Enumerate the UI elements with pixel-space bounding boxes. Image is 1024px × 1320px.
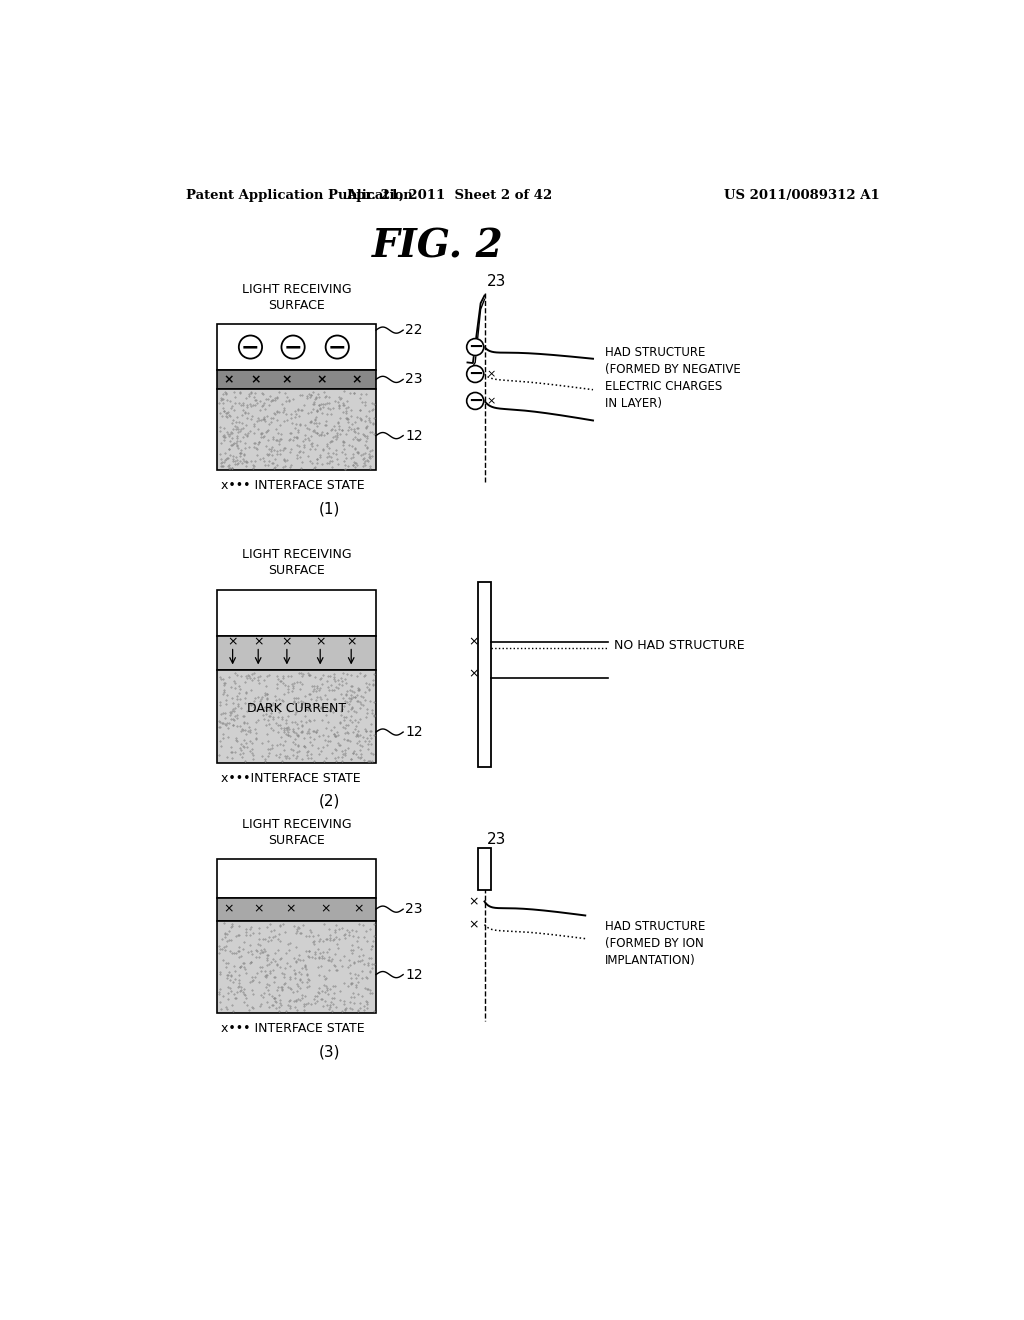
Text: −: −: [468, 338, 482, 356]
Text: HAD STRUCTURE
(FORMED BY ION
IMPLANTATION): HAD STRUCTURE (FORMED BY ION IMPLANTATIO…: [604, 920, 705, 968]
Text: x••• INTERFACE STATE: x••• INTERFACE STATE: [221, 1022, 365, 1035]
Bar: [217, 671, 376, 763]
Bar: [217, 389, 376, 470]
Text: FIG. 2: FIG. 2: [372, 228, 504, 265]
Bar: [477, 582, 492, 767]
Text: ×: ×: [486, 396, 496, 407]
Text: LIGHT RECEIVING
SURFACE: LIGHT RECEIVING SURFACE: [242, 548, 351, 577]
Bar: [217, 636, 376, 671]
Bar: [477, 847, 492, 890]
Text: 23: 23: [406, 902, 423, 916]
Text: −: −: [468, 366, 482, 383]
Text: NO HAD STRUCTURE: NO HAD STRUCTURE: [614, 639, 744, 652]
Text: 12: 12: [406, 725, 423, 739]
Text: (2): (2): [318, 793, 340, 809]
Text: ×: ×: [468, 895, 479, 908]
Text: ×: ×: [253, 903, 263, 916]
Circle shape: [467, 366, 483, 383]
Text: ×: ×: [282, 374, 292, 387]
Text: ×: ×: [353, 903, 365, 916]
Text: LIGHT RECEIVING
SURFACE: LIGHT RECEIVING SURFACE: [242, 282, 351, 312]
Text: x•••INTERFACE STATE: x•••INTERFACE STATE: [221, 772, 360, 785]
Circle shape: [239, 335, 262, 359]
Text: ×: ×: [346, 635, 356, 648]
Text: ×: ×: [315, 635, 326, 648]
Bar: [217, 921, 376, 1014]
Text: 12: 12: [406, 968, 423, 982]
Text: ×: ×: [351, 374, 361, 387]
Text: ×: ×: [227, 635, 238, 648]
Text: −: −: [241, 337, 260, 356]
Text: (3): (3): [318, 1044, 340, 1059]
Text: LIGHT RECEIVING
SURFACE: LIGHT RECEIVING SURFACE: [242, 817, 351, 846]
Text: HAD STRUCTURE
(FORMED BY NEGATIVE
ELECTRIC CHARGES
IN LAYER): HAD STRUCTURE (FORMED BY NEGATIVE ELECTR…: [604, 346, 740, 409]
Text: (1): (1): [318, 502, 340, 516]
Text: −: −: [284, 337, 302, 356]
Bar: [217, 323, 376, 370]
Text: −: −: [328, 337, 346, 356]
Text: ×: ×: [486, 370, 496, 379]
Circle shape: [467, 392, 483, 409]
Text: 12: 12: [406, 429, 423, 442]
Bar: [217, 898, 376, 921]
Text: ×: ×: [468, 917, 479, 931]
Text: x••• INTERFACE STATE: x••• INTERFACE STATE: [221, 479, 365, 492]
Text: ×: ×: [223, 903, 234, 916]
Circle shape: [282, 335, 305, 359]
Text: ×: ×: [316, 374, 327, 387]
Text: DARK CURRENT: DARK CURRENT: [247, 702, 346, 715]
Text: ×: ×: [282, 635, 292, 648]
Text: US 2011/0089312 A1: US 2011/0089312 A1: [724, 189, 880, 202]
Text: ×: ×: [468, 635, 479, 648]
Text: 23: 23: [406, 372, 423, 387]
Text: 23: 23: [486, 833, 506, 847]
Text: ×: ×: [223, 374, 234, 387]
Text: ×: ×: [253, 635, 263, 648]
Text: ×: ×: [286, 903, 296, 916]
Text: 23: 23: [486, 275, 506, 289]
Circle shape: [467, 338, 483, 355]
Text: ×: ×: [321, 903, 331, 916]
Circle shape: [326, 335, 349, 359]
Bar: [217, 590, 376, 636]
Text: Patent Application Publication: Patent Application Publication: [186, 189, 413, 202]
Text: ×: ×: [468, 668, 479, 681]
Bar: [217, 370, 376, 389]
Bar: [217, 859, 376, 898]
Text: ×: ×: [251, 374, 261, 387]
Text: Apr. 21, 2011  Sheet 2 of 42: Apr. 21, 2011 Sheet 2 of 42: [346, 189, 553, 202]
Text: 22: 22: [406, 323, 423, 337]
Text: −: −: [468, 392, 482, 411]
